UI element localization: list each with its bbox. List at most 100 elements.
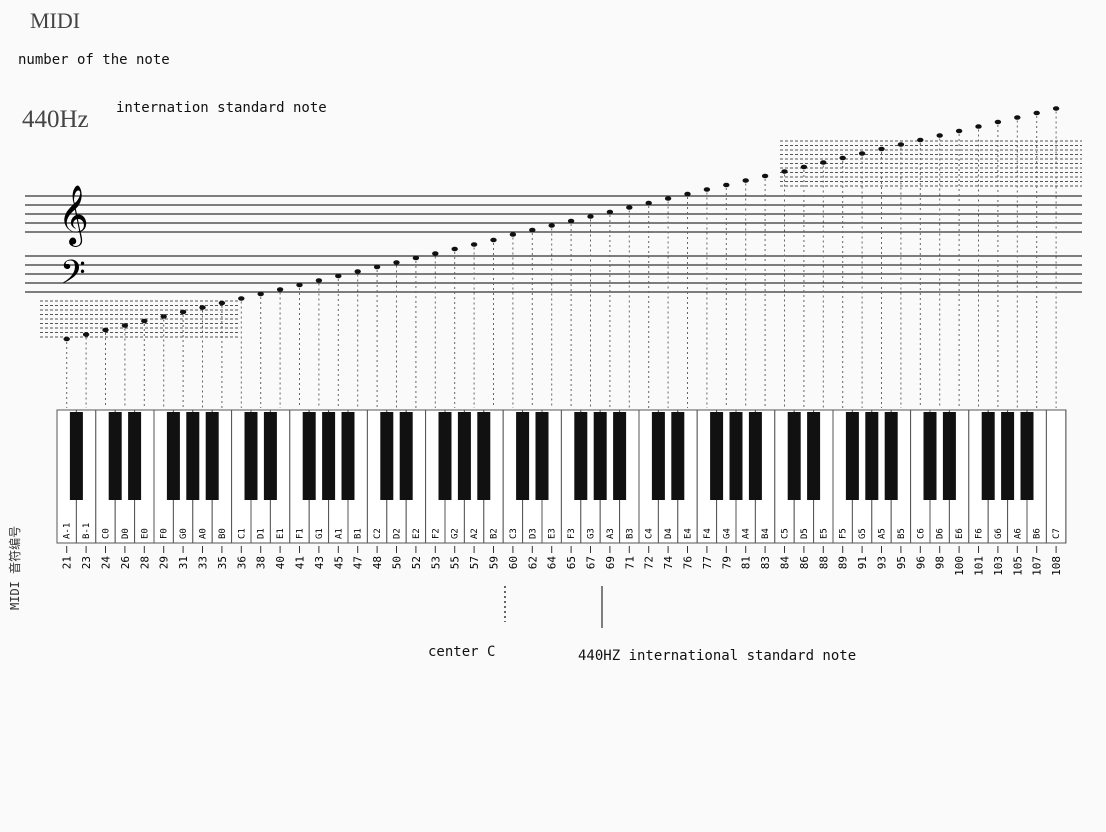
midi-number-label: 47 [352,556,365,569]
note-head [179,309,187,315]
note-head [684,191,691,197]
black-key[interactable] [438,412,452,500]
note-head [490,237,497,243]
black-key[interactable] [1020,412,1034,500]
midi-number-label: 40 [274,556,287,569]
black-key[interactable] [128,412,142,500]
key-name-label: A6 [1013,528,1023,539]
key-name-label: C0 [102,528,112,539]
black-key[interactable] [244,412,258,500]
center-c-label: center C [428,644,496,660]
key-name-label: D3 [528,528,538,539]
note-head [296,282,303,288]
black-key[interactable] [1001,412,1015,500]
midi-number-label: 105 [1011,556,1024,576]
black-key[interactable] [535,412,549,500]
note-head [800,164,808,170]
black-key[interactable] [845,412,859,500]
key-name-label: F5 [839,528,849,539]
black-key[interactable] [341,412,355,500]
note-head [141,318,148,324]
black-key[interactable] [302,412,316,500]
note-head [994,119,1002,125]
black-key[interactable] [166,412,180,500]
key-name-label: C6 [916,528,926,539]
key-name-label: F3 [567,528,577,539]
black-key[interactable] [884,412,898,500]
note-head [839,155,846,161]
black-key[interactable] [923,412,937,500]
black-key[interactable] [399,412,413,500]
midi-number-label: 76 [682,556,695,569]
midi-number-label: 28 [138,556,151,569]
key-name-label: E3 [548,528,558,539]
midi-number-label: 71 [623,556,636,569]
note-head [936,133,943,138]
frequency-label: 440Hz [22,106,89,133]
key-name-label: B4 [761,528,771,539]
black-key[interactable] [729,412,743,500]
black-key[interactable] [671,412,685,500]
black-key[interactable] [69,412,83,500]
note-head [917,137,924,143]
white-key[interactable] [1045,409,1067,544]
key-name-label: D6 [936,528,946,539]
midi-number-label: 65 [565,556,578,569]
black-key[interactable] [477,412,491,500]
midi-number-label: 43 [313,556,326,569]
black-key[interactable] [457,412,471,500]
key-name-label: B2 [490,528,500,539]
black-key[interactable] [807,412,821,500]
black-key[interactable] [516,412,530,500]
midi-number-label: 38 [255,556,268,569]
note-head [975,124,982,129]
key-name-label: A1 [334,528,344,539]
key-name-label: F4 [703,528,713,539]
midi-number-label: 55 [449,556,462,569]
note-head [335,273,342,279]
midi-number-label: 21 [61,556,74,569]
treble-clef-icon: 𝄞 [58,185,89,247]
midi-number-label: 41 [294,556,307,569]
key-name-label: F2 [431,528,441,539]
midi-number-label: 67 [585,556,598,569]
key-labels: A-1 21 B-1 23 C0 24 D0 26 E0 28 F0 29 G0 31 A0 33 B0 35 C1… [61,523,1063,576]
black-key[interactable] [981,412,995,500]
black-key[interactable] [186,412,200,500]
black-key[interactable] [651,412,665,500]
black-key[interactable] [108,412,122,500]
black-key[interactable] [593,412,607,500]
midi-number-label: 64 [546,556,559,570]
key-name-label: A3 [606,528,616,539]
black-key[interactable] [613,412,627,500]
black-key[interactable] [574,412,588,500]
standard-note-label: internation standard note [116,100,327,116]
key-name-label: C5 [781,528,791,539]
black-key[interactable] [205,412,219,500]
black-key[interactable] [787,412,801,500]
key-name-label: G1 [315,528,325,539]
note-head [509,232,517,237]
key-name-label: E1 [276,528,286,539]
note-head [820,160,827,165]
midi-number-label: 79 [720,556,733,569]
black-key[interactable] [942,412,956,500]
note-head [567,218,575,224]
midi-number-label: 103 [992,556,1005,576]
midi-number-label: 88 [817,556,830,569]
black-key[interactable] [322,412,336,500]
note-head [218,300,226,306]
note-head [354,269,361,274]
note-head [412,255,420,261]
ledger-lines [40,140,1082,338]
key-name-label: B1 [354,528,364,539]
note-head [102,327,109,333]
midi-number-label: 50 [391,556,404,569]
black-key[interactable] [748,412,762,500]
black-key[interactable] [263,412,277,500]
black-key[interactable] [865,412,879,500]
key-name-label: D2 [393,528,403,539]
black-key[interactable] [710,412,724,500]
black-key[interactable] [380,412,394,500]
